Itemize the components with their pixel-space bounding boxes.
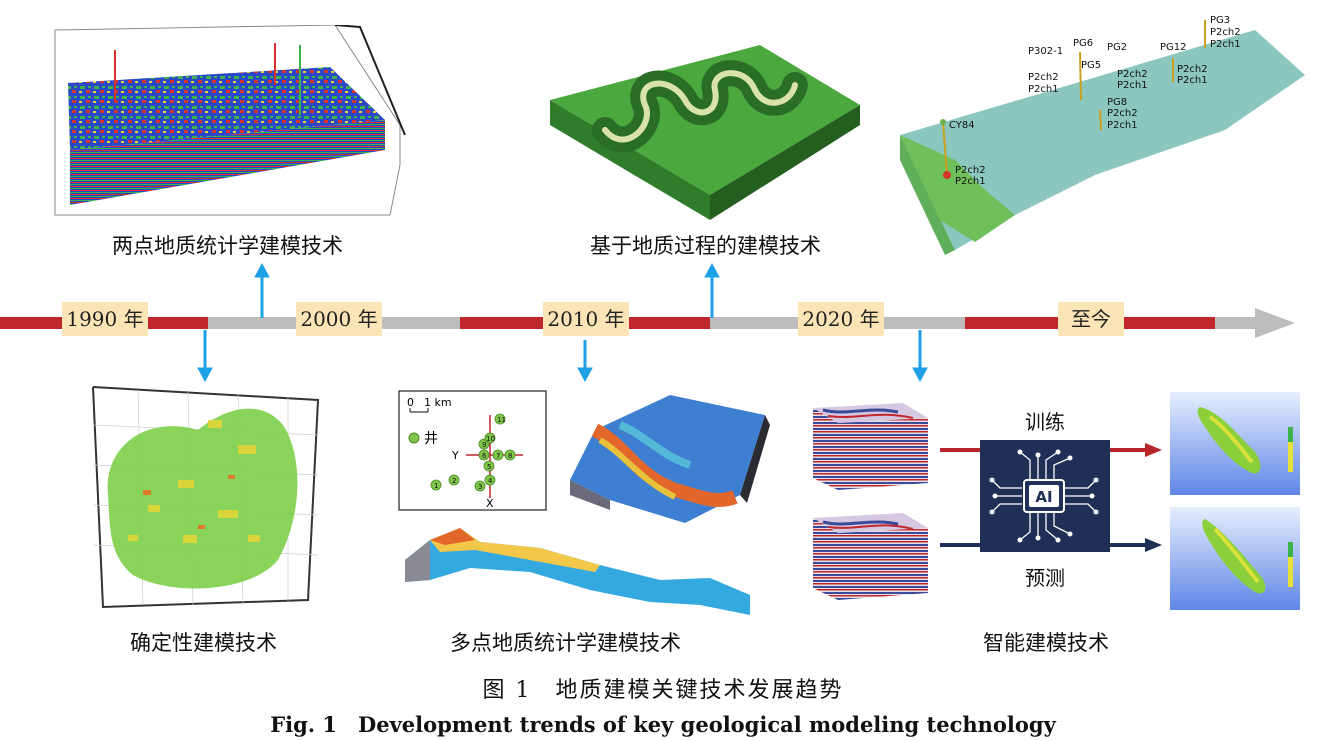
method-label-intelligent: 智能建模技术 (983, 631, 1109, 655)
train-label: 训练 (1025, 410, 1065, 434)
predict-label: 预测 (1025, 566, 1065, 590)
layer-label: P2ch1 (1117, 80, 1148, 91)
well-number: 8 (508, 452, 512, 460)
well-number: 6 (482, 452, 487, 460)
deterministic-model-image (92, 386, 320, 609)
well-label-pg8: PG8 (1107, 97, 1127, 108)
layer-label: P2ch2 (1107, 108, 1138, 119)
layer-label: P2ch1 (1028, 84, 1059, 95)
well-number: 3 (478, 483, 482, 491)
result-predict-image (1170, 507, 1300, 610)
result-train-image (1170, 392, 1300, 495)
layer-label: P2ch2 (955, 165, 986, 176)
method-label-multi-point: 多点地质统计学建模技术 (450, 631, 681, 655)
method-label-two-point: 两点地质统计学建模技术 (112, 234, 343, 258)
well-label-pg12: PG12 (1160, 42, 1187, 53)
well-label-cy84: CY84 (949, 120, 975, 131)
two-point-model-image (54, 25, 406, 216)
ai-chip-text: AI (1035, 488, 1052, 506)
well-number: 9 (482, 441, 486, 449)
layer-label: P2ch1 (955, 176, 986, 187)
well-label-pg5: PG5 (1081, 60, 1101, 71)
layer-label: P2ch1 (1107, 120, 1138, 131)
layer-label: P2ch2 (1210, 27, 1241, 38)
well-number: 10 (486, 435, 495, 443)
well-number: 2 (452, 477, 456, 485)
well-number: 4 (488, 477, 493, 485)
process-based-model-image (550, 45, 860, 220)
legend-well-text: 井 (424, 431, 438, 447)
layer-label: P2ch2 (1177, 64, 1208, 75)
figure-caption-en: Fig. 1 Development trends of key geologi… (270, 712, 1056, 737)
well-label-pg6: PG6 (1073, 38, 1093, 49)
scale-zero: 0 (407, 396, 414, 409)
scale-text: 1 km (424, 396, 452, 409)
year-box-2000: 2000 年 (296, 302, 382, 336)
year-box-present: 至今 (1058, 302, 1124, 336)
year-box-2020: 2020 年 (798, 302, 884, 336)
ai-panel: AI (980, 440, 1110, 552)
axis-y-label: Y (451, 449, 459, 462)
layer-label: P2ch1 (1210, 39, 1241, 50)
layer-label: P2ch2 (1117, 69, 1148, 80)
well-model-image: PG3 P302-1 PG6 PG5 PG2 PG12 PG8 CY84 P2c… (900, 15, 1305, 255)
seismic-cube-predict (813, 513, 928, 600)
well-number: 7 (496, 452, 500, 460)
multi-point-3d-model (570, 395, 770, 523)
axis-x-label: X (486, 497, 494, 510)
well-number: 1 (434, 482, 438, 490)
connector-arrows (197, 262, 928, 383)
method-label-process-based: 基于地质过程的建模技术 (590, 234, 821, 258)
layer-label: P2ch1 (1177, 75, 1208, 86)
well-number: 5 (487, 463, 491, 471)
method-label-deterministic: 确定性建模技术 (130, 631, 277, 655)
multi-point-section (405, 528, 750, 615)
seismic-cube-train (813, 403, 928, 490)
well-label-pg2: PG2 (1107, 42, 1127, 53)
year-box-1990: 1990 年 (62, 302, 148, 336)
well-number: 11 (497, 416, 506, 424)
well-label-p302: P302-1 (1028, 46, 1063, 57)
well-location-map: 0 1 km 井 Y X 11 1 2 3 4 5 6 7 8 9 10 (398, 390, 547, 511)
figure-caption-cn: 图 1 地质建模关键技术发展趋势 (482, 678, 844, 703)
year-box-2010: 2010 年 (543, 302, 629, 336)
layer-label: P2ch2 (1028, 72, 1059, 83)
well-label-pg3: PG3 (1210, 15, 1230, 26)
